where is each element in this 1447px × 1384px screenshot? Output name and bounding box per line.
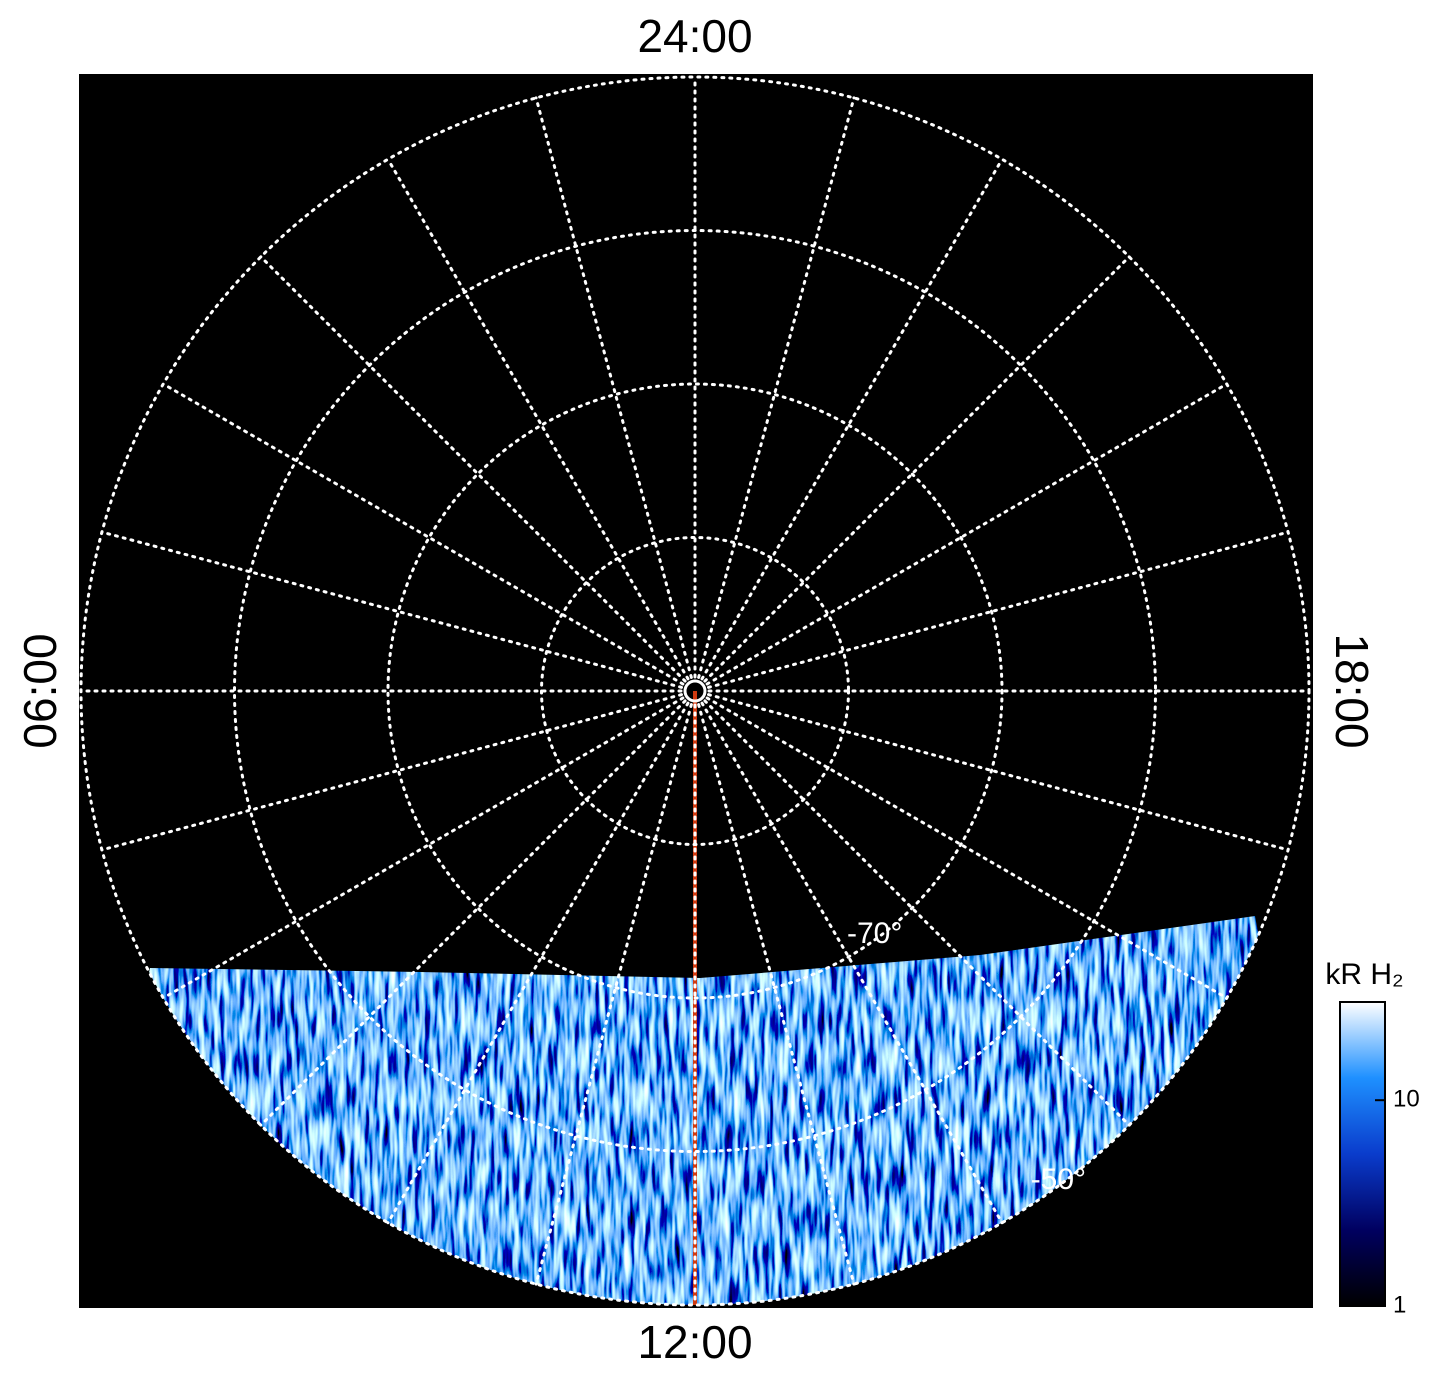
colorbar [1339, 1001, 1386, 1307]
hour-label: 06:00 [14, 633, 66, 748]
latitude-circle [79, 75, 1311, 1307]
latitude-label: -50° [1031, 1163, 1086, 1196]
hour-label: 24:00 [637, 10, 752, 62]
hour-label: 18:00 [1326, 633, 1378, 748]
hour-label: 12:00 [637, 1316, 752, 1368]
colorbar-title: kR H₂ [1325, 958, 1403, 991]
colorbar-tick-label: 10 [1393, 1086, 1420, 1113]
latitude-circle [386, 382, 1004, 1000]
pole-marker [683, 679, 707, 703]
latitude-label: -70° [847, 917, 902, 950]
colorbar-tick-label: 1 [1393, 1291, 1406, 1318]
